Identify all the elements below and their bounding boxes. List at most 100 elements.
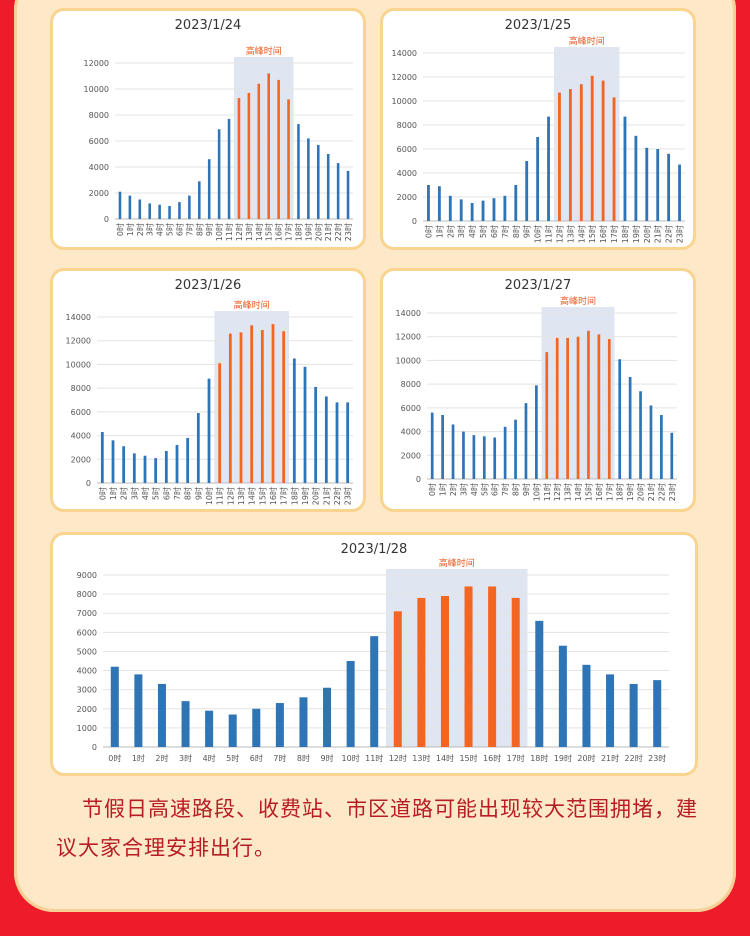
y-tick-label: 4000 [71, 432, 91, 441]
x-tick-label: 3时 [458, 483, 468, 496]
x-tick-label: 23时 [675, 225, 685, 243]
x-tick-label: 23时 [648, 753, 666, 763]
bar-hour-12 [558, 92, 561, 221]
x-tick-label: 2时 [155, 753, 168, 763]
bar-hour-4 [472, 435, 476, 479]
bar-hour-9 [525, 161, 529, 221]
y-tick-label: 4000 [77, 667, 97, 676]
x-tick-label: 14时 [254, 223, 264, 241]
bar-hour-19 [634, 135, 638, 221]
bar-hour-20 [317, 144, 320, 219]
chart-title: 2023/1/27 [505, 278, 572, 293]
x-tick-label: 17时 [609, 225, 619, 243]
y-tick-label: 2000 [77, 705, 97, 714]
x-tick-label: 7时 [184, 223, 194, 236]
bar-hour-12 [393, 611, 402, 747]
bar-hour-14 [440, 596, 449, 747]
bar-hour-23 [653, 680, 662, 747]
bar-hour-22 [660, 414, 663, 479]
bar-hour-9 [323, 687, 332, 747]
bar-hour-7 [175, 445, 179, 483]
bar-hour-22 [336, 163, 340, 219]
x-tick-label: 15时 [257, 487, 267, 505]
x-tick-label: 9时 [193, 487, 203, 500]
chart-jan27: 2023/1/27 高峰时间 0 2000 4000 6000 8000 10000 12000… [396, 278, 677, 501]
bar-hour-18 [297, 124, 300, 219]
x-tick-label: 11时 [542, 483, 552, 501]
bar-hour-4 [205, 710, 214, 747]
x-tick-label: 8时 [511, 225, 521, 238]
bar-hour-8 [186, 437, 190, 483]
x-tick-label: 3时 [145, 223, 155, 236]
x-tick-label: 10时 [531, 483, 541, 501]
peak-period-band [234, 57, 294, 219]
bar-hour-1 [111, 440, 115, 483]
x-tick-label: 4时 [469, 483, 479, 496]
x-tick-label: 6时 [489, 225, 499, 238]
bar-hour-1 [134, 674, 143, 747]
x-tick-label: 15时 [583, 483, 593, 501]
x-tick-label: 21时 [601, 753, 619, 763]
bar-hour-12 [228, 333, 232, 483]
bar-hour-13 [568, 89, 572, 221]
bar-hour-5 [482, 436, 486, 479]
x-tick-label: 9时 [521, 483, 531, 496]
y-tick-label: 12000 [396, 333, 421, 342]
x-tick-label: 13时 [236, 487, 246, 505]
x-tick-label: 13时 [412, 753, 430, 763]
bar-hour-17 [607, 339, 611, 479]
y-tick-label: 8000 [71, 384, 91, 393]
y-tick-label: 8000 [401, 380, 421, 389]
chart-card-jan24: 2023/1/24 高峰时间 0 2000 4000 6000 8000 10000 12000… [50, 8, 366, 250]
bar-hour-18 [623, 116, 627, 221]
bar-hour-8 [299, 697, 308, 747]
bar-hour-16 [601, 80, 605, 221]
bar-hour-7 [503, 195, 507, 221]
bar-hour-17 [511, 597, 520, 747]
bar-hour-17 [287, 99, 290, 219]
x-tick-label: 6时 [250, 753, 263, 763]
x-tick-label: 16时 [268, 487, 278, 505]
bar-hour-3 [459, 199, 463, 221]
x-tick-label: 18时 [620, 225, 630, 243]
x-tick-label: 8时 [511, 483, 521, 496]
x-tick-label: 6时 [174, 223, 184, 236]
bar-hour-12 [237, 98, 241, 219]
bar-hour-2 [138, 199, 142, 219]
x-tick-label: 17时 [279, 487, 289, 505]
bar-hour-15 [587, 330, 590, 479]
x-tick-label: 13时 [244, 223, 254, 241]
x-tick-label: 17时 [604, 483, 614, 501]
bar-hour-23 [670, 432, 674, 479]
x-tick-label: 16时 [598, 225, 608, 243]
y-tick-label: 12000 [66, 337, 91, 346]
bar-hour-12 [555, 337, 559, 479]
bar-hour-2 [157, 683, 166, 747]
x-tick-label: 5时 [151, 487, 161, 500]
bar-hour-10 [535, 385, 538, 479]
x-tick-label: 11时 [224, 223, 234, 241]
y-tick-label: 0 [92, 743, 97, 752]
bar-hour-6 [164, 450, 168, 483]
y-tick-label: 2000 [397, 193, 417, 202]
y-tick-label: 5000 [77, 647, 97, 656]
x-tick-label: 20时 [636, 483, 646, 501]
bar-hour-8 [514, 419, 517, 479]
advisory-caption: 节假日高速路段、收费站、市区道路可能出现较大范围拥堵，建议大家合理安排出行。 [56, 797, 698, 860]
x-tick-label: 20时 [642, 225, 652, 243]
bar-hour-1 [441, 414, 444, 479]
bar-hour-17 [612, 97, 616, 221]
bar-hour-13 [247, 92, 251, 219]
chart-title: 2023/1/28 [341, 542, 408, 557]
x-tick-label: 9时 [204, 223, 214, 236]
x-tick-label: 8时 [194, 223, 204, 236]
bar-hour-3 [181, 701, 190, 747]
x-tick-label: 3时 [179, 753, 192, 763]
x-tick-label: 15时 [587, 225, 597, 243]
x-tick-label: 12时 [552, 483, 562, 501]
x-tick-label: 19时 [625, 483, 635, 501]
x-tick-label: 11时 [544, 225, 554, 243]
bar-hour-22 [335, 402, 339, 483]
y-tick-label: 1000 [77, 724, 97, 733]
x-tick-label: 11时 [365, 753, 383, 763]
